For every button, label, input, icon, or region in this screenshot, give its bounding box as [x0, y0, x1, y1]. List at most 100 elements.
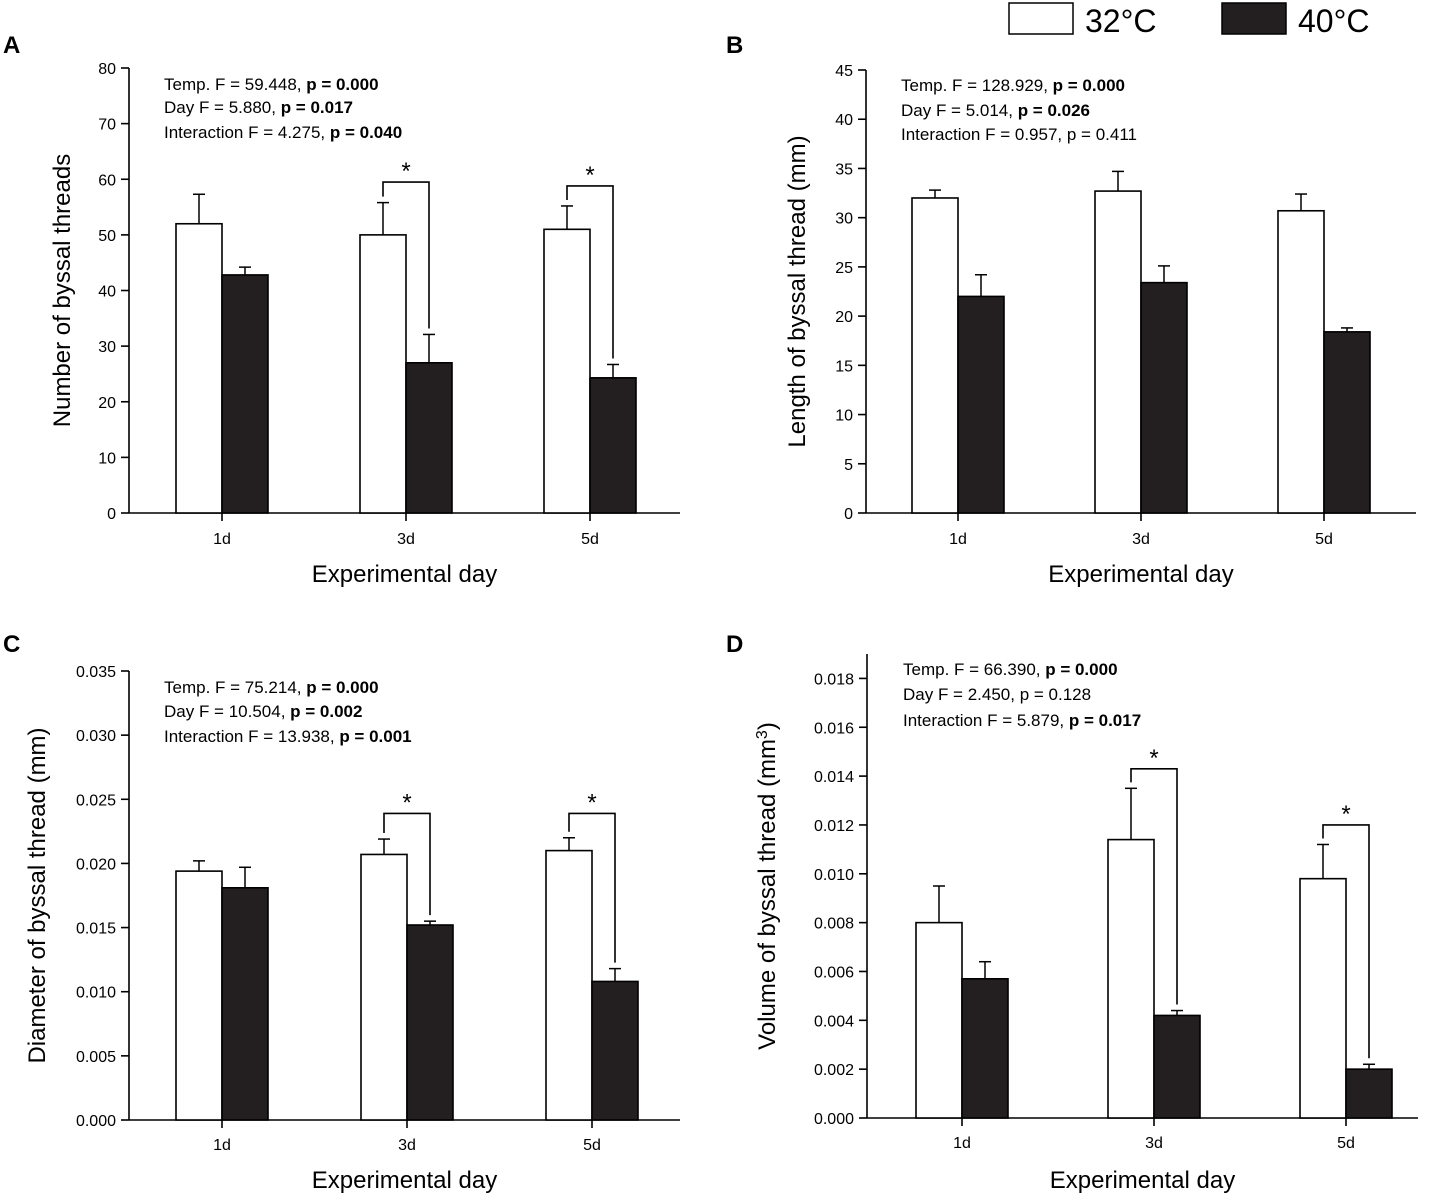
stats-prefix: Day F = 10.504, — [164, 702, 290, 721]
stats-prefix: Interaction F = 5.879, — [903, 711, 1069, 730]
significance-star: * — [1341, 801, 1350, 828]
y-tick-label: 10 — [835, 408, 853, 425]
stats-p-value: p = 0.411 — [1067, 125, 1137, 144]
stats-p-value: p = 0.000 — [1045, 660, 1117, 679]
legend-swatch-32c — [1008, 2, 1074, 35]
bar-40c-3d — [406, 924, 454, 1121]
y-tick-label: 0.004 — [814, 1013, 854, 1030]
stats-line: Day F = 2.450, p = 0.128 — [903, 685, 1091, 704]
stats-prefix: Interaction F = 0.957, — [901, 125, 1067, 144]
y-tick-label: 40 — [835, 112, 853, 129]
panel-c: C 0.000 0.005 0.010 0.015 0.020 0.025 0.030 0.03… — [3, 631, 680, 1194]
stats-line: Day F = 10.504, p = 0.002 — [164, 702, 362, 721]
panel-b: B 0 5 10 15 20 25 30 35 40 45 1d 3d 5d Experimental da… — [726, 32, 1416, 588]
bar-32c-3d — [360, 853, 408, 1121]
legend: 32°C 40°C — [1008, 2, 1370, 39]
stats-line: Temp. F = 128.929, p = 0.000 — [901, 76, 1125, 95]
stats-prefix: Temp. F = 59.448, — [164, 75, 306, 94]
stats-prefix: Day F = 2.450, — [903, 685, 1020, 704]
y-tick-label: 60 — [98, 172, 116, 189]
y-tick-label: 45 — [835, 63, 853, 80]
significance-bracket — [1130, 767, 1178, 1005]
y-tick-label: 0.002 — [814, 1062, 854, 1079]
bar-40c-1d — [221, 274, 269, 514]
stats-line: Day F = 5.880, p = 0.017 — [164, 98, 353, 117]
y-axis-title: Number of byssal threads — [49, 154, 76, 427]
stats-line: Temp. F = 59.448, p = 0.000 — [164, 75, 379, 94]
y-tick-label: 0.014 — [814, 769, 854, 786]
bar-40c-5d — [591, 980, 639, 1121]
bar-32c-1d — [175, 222, 223, 514]
stats-p-value: p = 0.026 — [1018, 101, 1090, 120]
stats-p-value: p = 0.000 — [1053, 76, 1125, 95]
x-tick-label: 1d — [213, 1137, 231, 1154]
x-tick-label: 5d — [581, 531, 599, 548]
y-tick-label: 30 — [98, 339, 116, 356]
x-axis-title: Experimental day — [312, 1167, 497, 1194]
y-tick-label: 10 — [98, 450, 116, 467]
x-tick-label: 5d — [583, 1137, 601, 1154]
y-tick-label: 0.035 — [76, 664, 116, 681]
bar-32c-5d — [543, 228, 591, 514]
stats-prefix: Interaction F = 4.275, — [164, 123, 330, 142]
stats-p-value: p = 0.001 — [339, 727, 411, 746]
significance-bracket — [1322, 824, 1370, 1059]
x-tick-label: 3d — [397, 531, 415, 548]
y-tick-label: 0.008 — [814, 916, 854, 933]
significance-star: * — [401, 158, 410, 185]
bar-40c-5d — [1323, 331, 1371, 514]
legend-swatch-40c — [1221, 2, 1287, 35]
stats-line: Interaction F = 13.938, p = 0.001 — [164, 727, 412, 746]
bar-40c-3d — [405, 362, 453, 514]
y-tick-label: 0.018 — [814, 671, 854, 688]
x-axis-title: Experimental day — [1050, 1167, 1235, 1194]
y-axis-title-text: Diameter of byssal thread (mm) — [24, 727, 51, 1063]
y-tick-label: 20 — [98, 395, 116, 412]
stats-prefix: Temp. F = 66.390, — [903, 660, 1045, 679]
bar-32c-5d — [545, 849, 593, 1121]
panel-letter: A — [3, 32, 20, 59]
stats-prefix: Temp. F = 128.929, — [901, 76, 1053, 95]
y-tick-label: 0.025 — [76, 792, 116, 809]
stats-line: Day F = 5.014, p = 0.026 — [901, 101, 1090, 120]
legend-label-32c: 32°C — [1085, 3, 1157, 39]
y-axis-title: Volume of byssal thread (mm3) — [754, 722, 782, 1050]
significance-star: * — [585, 162, 594, 189]
bar-32c-3d — [1094, 190, 1142, 514]
stats-line: Interaction F = 5.879, p = 0.017 — [903, 711, 1141, 730]
x-tick-label: 5d — [1337, 1135, 1355, 1152]
significance-star: * — [402, 789, 411, 816]
y-tick-label: 0.015 — [76, 921, 116, 938]
stats-p-value: p = 0.040 — [330, 123, 402, 142]
stats-line: Interaction F = 0.957, p = 0.411 — [901, 125, 1137, 144]
y-tick-label: 35 — [835, 161, 853, 178]
stats-p-value: p = 0.128 — [1020, 685, 1091, 704]
y-axis-title: Length of byssal thread (mm) — [784, 135, 811, 447]
stats-line: Temp. F = 75.214, p = 0.000 — [164, 678, 379, 697]
y-tick-label: 25 — [835, 260, 853, 277]
y-tick-label: 80 — [98, 61, 116, 78]
y-tick-label: 0.016 — [814, 720, 854, 737]
y-tick-label: 0.010 — [814, 867, 854, 884]
x-tick-label: 5d — [1315, 531, 1333, 548]
y-axis-title-suffix: ) — [754, 722, 781, 730]
y-tick-label: 70 — [98, 117, 116, 134]
stats-p-value: p = 0.000 — [306, 678, 378, 697]
y-tick-label: 0.012 — [814, 818, 854, 835]
bar-40c-1d — [957, 295, 1005, 514]
x-tick-label: 3d — [398, 1137, 416, 1154]
significance-star: * — [1149, 745, 1158, 772]
bar-32c-3d — [1107, 838, 1155, 1119]
x-tick-label: 3d — [1132, 531, 1150, 548]
legend-label-40c: 40°C — [1298, 3, 1370, 39]
y-tick-label: 0.030 — [76, 728, 116, 745]
panel-letter: D — [726, 631, 743, 658]
stats-line: Temp. F = 66.390, p = 0.000 — [903, 660, 1118, 679]
y-tick-label: 20 — [835, 309, 853, 326]
y-axis-title-text: Length of byssal thread (mm) — [784, 135, 811, 447]
stats-line: Interaction F = 4.275, p = 0.040 — [164, 123, 402, 142]
panel-letter: C — [3, 631, 20, 658]
y-tick-label: 0.010 — [76, 985, 116, 1002]
y-tick-label: 0.005 — [76, 1049, 116, 1066]
x-tick-label: 1d — [953, 1135, 971, 1152]
